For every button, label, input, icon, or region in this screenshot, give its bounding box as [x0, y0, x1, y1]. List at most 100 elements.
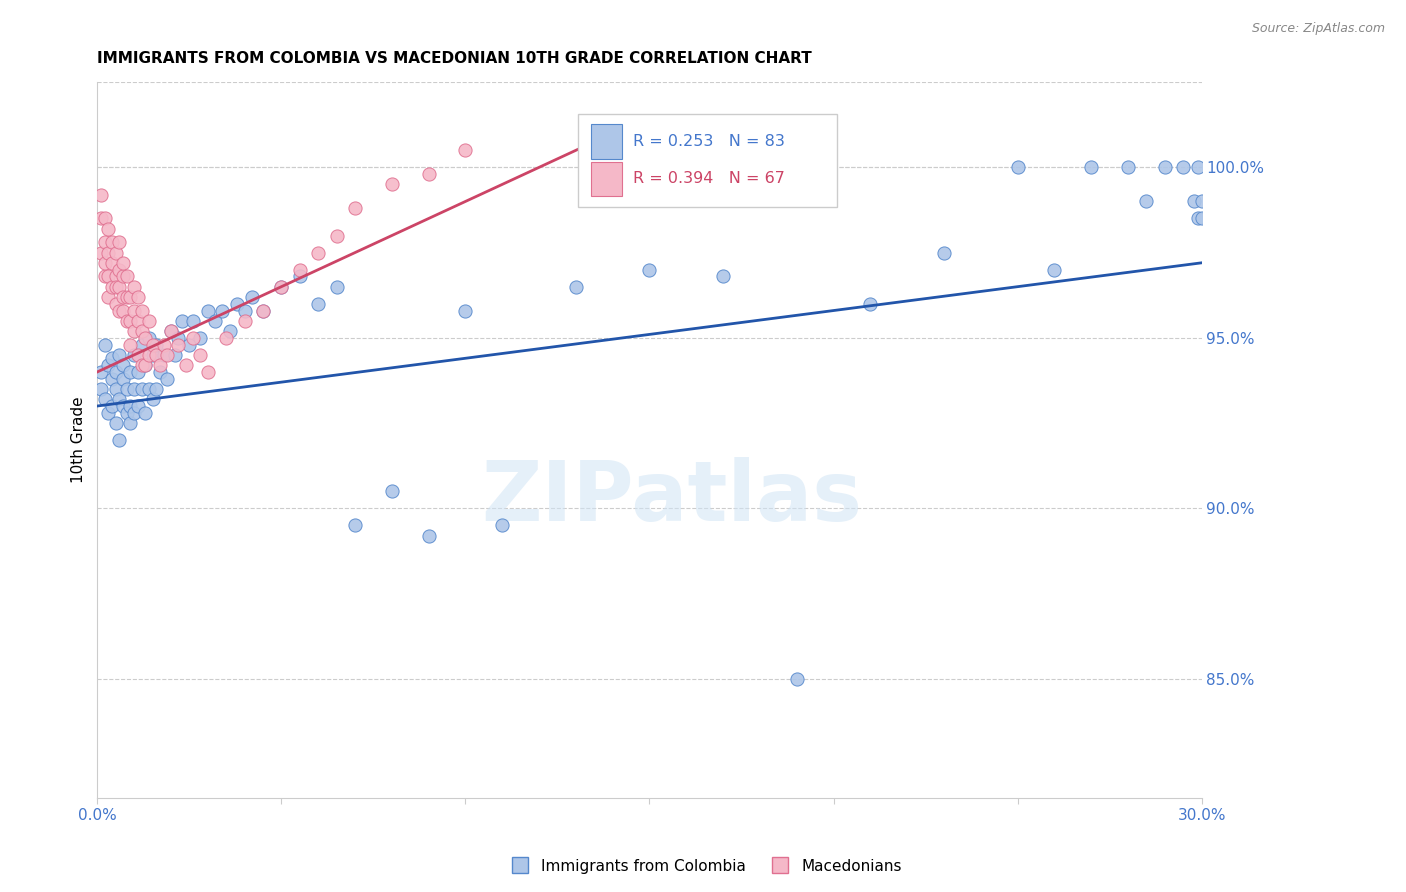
Legend: Immigrants from Colombia, Macedonians: Immigrants from Colombia, Macedonians: [498, 853, 908, 880]
Point: [142, 392, 165, 407]
Point: [90, 365, 112, 379]
Point: [1187, 161, 1209, 175]
Point: [1135, 194, 1157, 209]
Point: [101, 399, 124, 413]
Point: [115, 406, 138, 420]
Point: [204, 314, 226, 328]
Point: [112, 372, 135, 386]
Point: [288, 262, 311, 277]
Point: [1116, 161, 1139, 175]
Point: [167, 337, 190, 351]
Point: [1187, 211, 1209, 226]
Point: [288, 269, 311, 284]
Point: [104, 416, 127, 430]
Point: [112, 256, 135, 270]
Point: [859, 296, 882, 310]
Point: [163, 348, 186, 362]
Point: [97, 269, 120, 284]
Point: [156, 372, 179, 386]
Point: [97, 221, 120, 235]
Point: [160, 324, 183, 338]
Point: [1043, 262, 1066, 277]
Point: [120, 365, 142, 379]
Point: [252, 303, 274, 318]
Point: [149, 358, 172, 372]
Point: [156, 348, 179, 362]
Text: R = 0.253   N = 83: R = 0.253 N = 83: [633, 134, 785, 149]
Point: [167, 331, 190, 345]
Point: [93, 211, 115, 226]
Point: [112, 399, 135, 413]
Point: [343, 518, 366, 533]
Point: [104, 269, 127, 284]
Point: [101, 351, 124, 366]
Point: [122, 279, 145, 293]
Point: [101, 256, 124, 270]
Point: [491, 518, 513, 533]
Point: [932, 245, 955, 260]
Point: [127, 290, 149, 304]
Y-axis label: 10th Grade: 10th Grade: [72, 397, 86, 483]
Point: [120, 416, 142, 430]
Point: [138, 382, 160, 396]
Point: [134, 331, 156, 345]
Point: [138, 314, 160, 328]
Point: [170, 314, 193, 328]
Text: IMMIGRANTS FROM COLOMBIA VS MACEDONIAN 10TH GRADE CORRELATION CHART: IMMIGRANTS FROM COLOMBIA VS MACEDONIAN 1…: [97, 51, 813, 66]
Point: [142, 337, 165, 351]
Point: [97, 245, 120, 260]
Point: [131, 324, 153, 338]
Point: [152, 348, 174, 362]
Point: [1007, 161, 1029, 175]
Point: [104, 296, 127, 310]
Point: [104, 245, 127, 260]
Point: [381, 484, 404, 499]
Point: [120, 314, 142, 328]
Point: [307, 296, 329, 310]
Point: [142, 348, 165, 362]
Point: [418, 167, 440, 181]
Point: [104, 365, 127, 379]
Point: [131, 358, 153, 372]
Point: [454, 303, 477, 318]
Point: [101, 235, 124, 250]
Text: Source: ZipAtlas.com: Source: ZipAtlas.com: [1251, 22, 1385, 36]
Point: [565, 279, 588, 293]
Point: [108, 262, 131, 277]
Point: [90, 187, 112, 202]
Bar: [591, 124, 621, 159]
Point: [240, 290, 263, 304]
Point: [122, 303, 145, 318]
Point: [112, 358, 135, 372]
Point: [218, 324, 240, 338]
Point: [174, 358, 197, 372]
Point: [122, 348, 145, 362]
Point: [122, 382, 145, 396]
Point: [134, 358, 156, 372]
Point: [104, 279, 127, 293]
Point: [307, 245, 329, 260]
Point: [108, 235, 131, 250]
Point: [197, 303, 219, 318]
Point: [226, 296, 249, 310]
Point: [215, 331, 238, 345]
Point: [381, 178, 404, 192]
Point: [127, 314, 149, 328]
Point: [131, 382, 153, 396]
Point: [104, 382, 127, 396]
Point: [112, 269, 135, 284]
Point: [90, 382, 112, 396]
Point: [134, 406, 156, 420]
Text: R = 0.394   N = 67: R = 0.394 N = 67: [633, 171, 785, 186]
Point: [160, 324, 183, 338]
Point: [93, 337, 115, 351]
Point: [93, 256, 115, 270]
Point: [145, 382, 167, 396]
Point: [90, 245, 112, 260]
Point: [101, 279, 124, 293]
Point: [145, 337, 167, 351]
Point: [179, 337, 201, 351]
Point: [1080, 161, 1102, 175]
Point: [112, 303, 135, 318]
Point: [131, 337, 153, 351]
